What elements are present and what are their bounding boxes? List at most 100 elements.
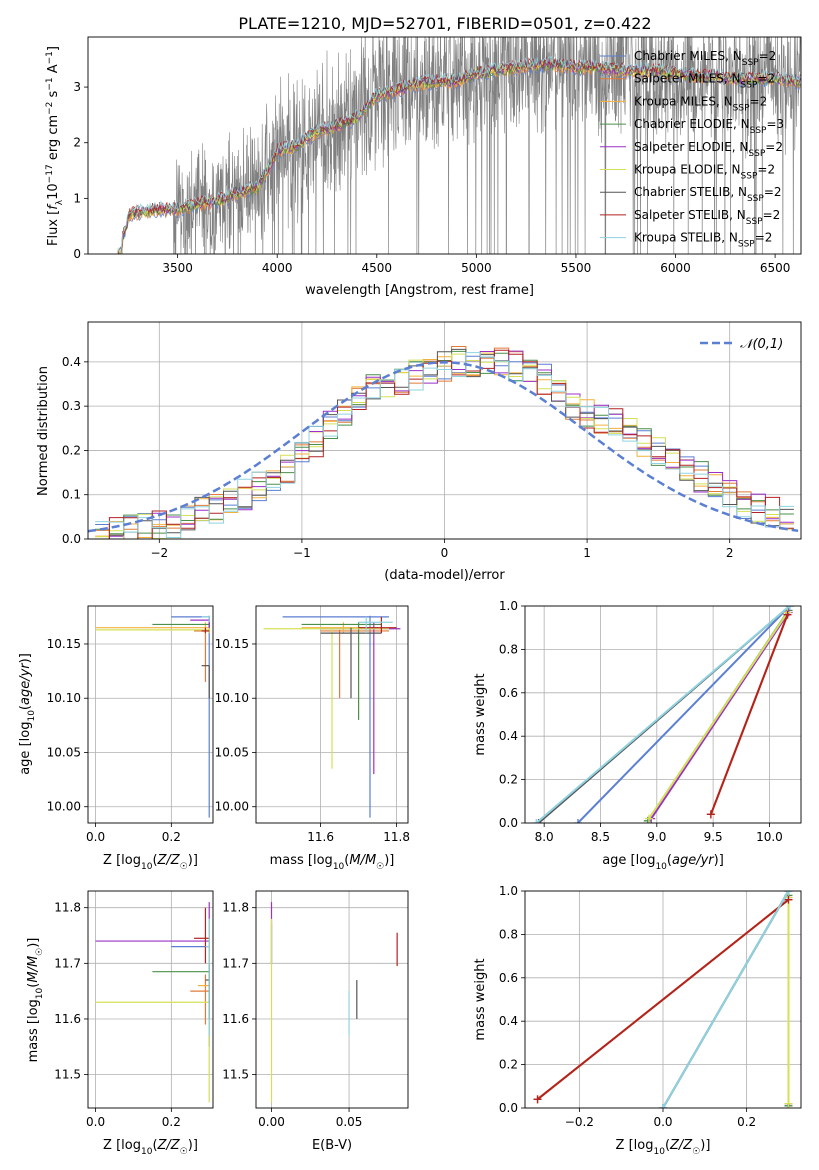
chart-age_vs_Z: 0.0 0.2 10.00 10.05 10.10 10.15 Z [log10(Z/Z☉)…: [18, 605, 214, 872]
y-tick-label: 11.8: [222, 901, 249, 915]
x-tick-label: 1: [583, 546, 591, 560]
y-tick-label: 10.15: [47, 637, 81, 651]
x-tick-label: 2: [726, 546, 734, 560]
axes-border: [255, 890, 409, 1109]
x-axis-label: Z [log10(Z/Z☉)]: [616, 1138, 711, 1157]
x-tick-label: 0.0: [86, 830, 105, 844]
y-tick-label: 0.6: [499, 686, 518, 700]
plot-area: [117, 37, 801, 254]
x-tick-label: −1: [293, 546, 311, 560]
hist-step-5: [95, 353, 794, 539]
x-tick-label: 0.2: [162, 1115, 181, 1129]
chart-weight_vs_age: 8.0 8.5 9.0 9.5 10.0 0.0 0.2 0.4 0.6 0.8 1.0 age [l…: [473, 599, 802, 872]
x-tick-label: 6000: [660, 261, 691, 275]
y-tick-label: 3: [73, 80, 81, 94]
y-tick-label: 0.3: [62, 399, 81, 413]
legend-entry: Salpeter MILES, NSSP=2: [634, 72, 775, 91]
weight-marker: [784, 1099, 793, 1108]
weight-marker: [706, 810, 715, 819]
axes-frame: 8.0 8.5 9.0 9.5 10.0 0.0 0.2 0.4 0.6 0.8 1.0 age [l…: [473, 599, 802, 872]
x-axis-label: Z [log10(Z/Z☉)]: [103, 1138, 198, 1157]
x-tick-label: 5000: [461, 261, 492, 275]
x-tick-label: 0.00: [258, 1115, 285, 1129]
x-tick-label: 5500: [561, 261, 592, 275]
hist-step-2: [95, 352, 794, 538]
model-line-4: [117, 59, 801, 254]
axes-border: [87, 36, 802, 255]
weight-marker: [659, 1104, 667, 1108]
y-tick-label: 10.05: [215, 745, 249, 759]
y-tick-label: 11.6: [222, 1012, 249, 1026]
weight-marker: [644, 814, 653, 823]
spectrum-data-line: [117, 37, 801, 254]
y-tick-label: 10.00: [215, 800, 249, 814]
chart-mass_vs_ebv: 0.00 0.05 11.5 11.6 11.7 11.8 E(B-V): [222, 890, 409, 1153]
chart-mass_vs_Z: 0.0 0.2 11.5 11.6 11.7 11.8 Z [log10(Z/Z☉)] mas…: [26, 890, 214, 1157]
weight-marker: [533, 1095, 542, 1104]
weight-marker: [785, 606, 794, 610]
weight-line: [650, 611, 790, 820]
x-tick-label: 3500: [162, 261, 193, 275]
y-tick-label: 0.4: [62, 355, 81, 369]
y-tick-label: 2: [73, 136, 81, 150]
y-tick-label: 10.05: [47, 745, 81, 759]
x-axis-label: age [log10(age/yr)]: [602, 853, 724, 872]
weight-line: [709, 614, 789, 815]
weight-line: [536, 898, 790, 1101]
weight-line: [535, 606, 791, 823]
x-tick-label: 9.0: [647, 830, 666, 844]
y-tick-label: 0: [73, 247, 81, 261]
x-axis-label: mass [log10(M/M☉)]: [270, 853, 395, 872]
y-tick-label: 0.4: [499, 729, 518, 743]
x-tick-label: 0.0: [86, 1115, 105, 1129]
x-tick-label: −0.2: [565, 1115, 594, 1129]
x-axis-label: E(B-V): [312, 1138, 352, 1153]
y-tick-label: 0.0: [499, 816, 518, 830]
weight-marker: [573, 819, 582, 823]
axes-border: [87, 321, 802, 540]
y-tick-label: 0.4: [499, 1014, 518, 1028]
y-tick-label: 10.00: [47, 800, 81, 814]
x-tick-label: 4500: [362, 261, 393, 275]
y-tick-label: 0.0: [499, 1101, 518, 1115]
y-axis-label: age [log10(age/yr)]: [18, 653, 37, 775]
y-tick-label: 11.7: [222, 956, 249, 970]
axes-frame: 3500 4000 4500 5000 5500 6000 6500 0 1 2 3 waveleng…: [45, 36, 802, 298]
model-line-8: [117, 55, 801, 254]
x-tick-label: 0.05: [336, 1115, 363, 1129]
weight-line: [577, 606, 791, 823]
y-tick-label: 0.8: [499, 927, 518, 941]
plot-area: [95, 902, 210, 1103]
y-tick-label: 10.10: [47, 691, 81, 705]
y-tick-label: 11.7: [54, 956, 81, 970]
x-tick-label: 9.5: [704, 830, 723, 844]
axes-frame: −2 −1 0 1 2 0.0 0.1 0.2 0.3 0.4 𝒩(0,1) (data-model)…: [36, 321, 802, 583]
y-tick-label: 0.2: [499, 773, 518, 787]
y-axis-label: Normed distribution: [36, 366, 51, 496]
x-tick-label: 0.2: [162, 830, 181, 844]
y-tick-label: 0.6: [499, 971, 518, 985]
hist-step-1: [95, 346, 794, 539]
chart-age_vs_mass: 11.6 11.8 10.00 10.05 10.10 10.15 mass [log10(…: [215, 605, 410, 872]
x-axis-label: Z [log10(Z/Z☉)]: [103, 853, 198, 872]
axes-frame: 11.6 11.8 10.00 10.05 10.10 10.15 mass [log10(…: [215, 605, 410, 872]
x-tick-label: 8.5: [591, 830, 610, 844]
y-tick-label: 10.15: [215, 637, 249, 651]
x-tick-label: 4000: [262, 261, 293, 275]
axes-border: [524, 890, 802, 1109]
x-tick-label: 0: [441, 546, 449, 560]
y-tick-label: 1: [73, 191, 81, 205]
hist-step-0: [95, 355, 794, 539]
plot-area: [88, 346, 799, 539]
x-tick-label: 10.0: [756, 830, 783, 844]
plot-area: [270, 902, 398, 1103]
x-tick-label: 11.6: [307, 830, 334, 844]
y-tick-label: 0.1: [62, 488, 81, 502]
x-axis-label: (data-model)/error: [384, 568, 505, 583]
plot-area: [532, 606, 794, 823]
plot-area: [263, 615, 401, 818]
x-axis-label: wavelength [Angstrom, rest frame]: [305, 283, 534, 298]
legend-entry: Chabrier STELIB, NSSP=2: [634, 185, 782, 204]
legend-entry: Chabrier MILES, NSSP=2: [634, 49, 776, 68]
